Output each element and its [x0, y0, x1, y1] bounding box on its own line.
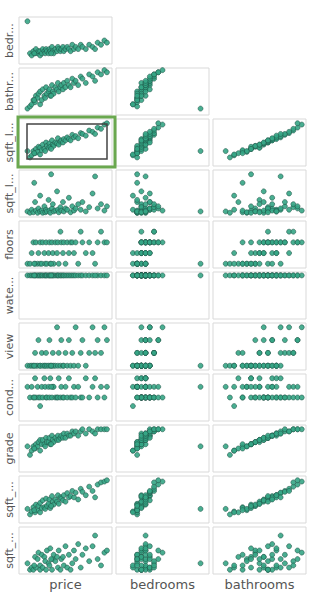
- svg-text:bedrooms: bedrooms: [130, 577, 195, 592]
- svg-text:sqft_l...: sqft_l...: [3, 174, 16, 214]
- svg-text:sqft_...: sqft_...: [3, 481, 16, 518]
- svg-text:sqft_l...: sqft_l...: [3, 123, 16, 163]
- svg-text:price: price: [49, 577, 81, 592]
- svg-text:cond...: cond...: [3, 379, 16, 416]
- svg-text:bedr...: bedr...: [3, 23, 16, 58]
- svg-text:bathr...: bathr...: [3, 72, 16, 111]
- svg-text:view: view: [3, 334, 16, 359]
- svg-text:sqft_...: sqft_...: [3, 532, 16, 569]
- svg-text:floors: floors: [3, 229, 16, 260]
- svg-text:grade: grade: [3, 432, 16, 464]
- svg-text:bathrooms: bathrooms: [225, 577, 295, 592]
- svg-text:wate...: wate...: [3, 277, 16, 314]
